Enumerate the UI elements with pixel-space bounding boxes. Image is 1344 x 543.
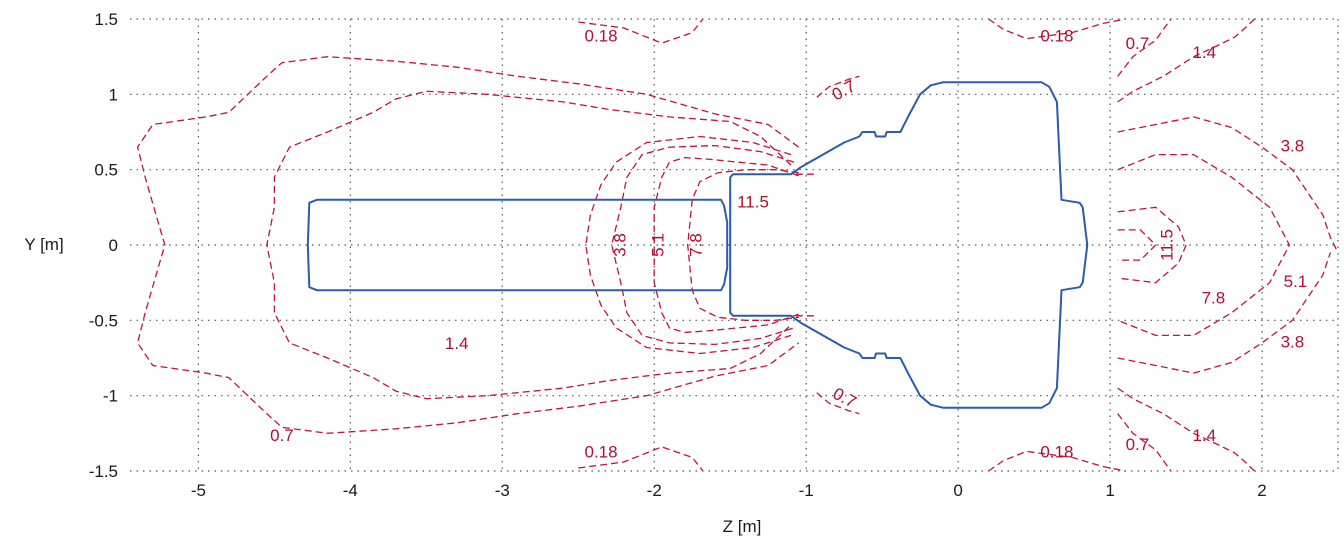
x-tick-label: -5 [191, 481, 206, 500]
contour-line [585, 135, 792, 355]
contour-line [816, 75, 860, 98]
contour-label: 1.4 [1192, 43, 1216, 62]
contour-label: 0.18 [1040, 442, 1073, 461]
x-tick-label: -3 [495, 481, 510, 500]
contour-line [136, 56, 799, 434]
contour-line [1117, 153, 1291, 337]
x-tick-label: 1 [1105, 481, 1114, 500]
contour-label: 0.7 [829, 76, 859, 104]
contour-line [1117, 387, 1255, 472]
x-axis-label: Z [m] [723, 517, 762, 536]
contour-line [1117, 18, 1172, 77]
contour-line [578, 446, 704, 472]
x-tick-label: -1 [799, 481, 814, 500]
x-tick-label: 0 [953, 481, 962, 500]
contour-label: 0.7 [1126, 435, 1150, 454]
contour-label: 5.1 [1284, 272, 1308, 291]
contour-line [1117, 116, 1339, 253]
contour-line [1117, 206, 1187, 284]
y-tick-label: -0.5 [89, 311, 118, 330]
contour-line [816, 392, 860, 415]
contour-line [1117, 413, 1172, 472]
contour-label: 0.18 [584, 27, 617, 46]
contour-label: 5.1 [648, 233, 667, 257]
x-tick-labels: -5 -4 -3 -2 -1 0 1 2 [191, 481, 1267, 500]
contour-line [611, 144, 795, 346]
contour-label: 1.4 [445, 334, 469, 353]
y-tick-label: -1 [103, 387, 118, 406]
y-tick-label: -1.5 [89, 462, 118, 481]
outline-shape [306, 198, 729, 292]
contour-line [578, 18, 704, 44]
y-tick-label: 1.5 [94, 10, 118, 29]
y-axis-label: Y [m] [24, 235, 63, 254]
contour-label: 0.18 [1040, 27, 1073, 46]
y-tick-label: 0 [109, 236, 118, 255]
contour-line [988, 18, 1126, 40]
contour-line [1117, 229, 1157, 261]
contour-line [266, 90, 792, 400]
contour-label: 1.4 [1192, 426, 1216, 445]
contour-label: 7.8 [686, 233, 705, 257]
contour-line [1117, 18, 1255, 103]
contour-label: 11.5 [737, 192, 769, 211]
contour-label: 3.8 [1281, 332, 1305, 351]
contour-line [988, 450, 1126, 472]
x-tick-label: 2 [1257, 481, 1266, 500]
x-tick-label: -4 [343, 481, 358, 500]
contour-label: 0.7 [1126, 34, 1150, 53]
outline-shape [729, 81, 1089, 409]
contour-label: 3.8 [1281, 137, 1305, 156]
contour-label: 11.5 [1157, 229, 1176, 261]
contour-label: 0.7 [270, 426, 294, 445]
contour-line [653, 156, 799, 334]
contour-line [1117, 252, 1332, 374]
contour-label: 3.8 [610, 233, 629, 257]
y-tick-label: 1 [109, 85, 118, 104]
y-tick-label: 0.5 [94, 161, 118, 180]
contour-label: 0.18 [584, 442, 617, 461]
body-outline [306, 81, 1089, 409]
y-tick-labels: 1.5 1 0.5 0 -0.5 -1 -1.5 [89, 10, 118, 481]
contour-label: 7.8 [1202, 289, 1226, 308]
contour-line [687, 169, 799, 321]
contour-label: 0.7 [830, 384, 860, 412]
x-tick-label: -2 [647, 481, 662, 500]
contour-lines [136, 18, 1339, 472]
